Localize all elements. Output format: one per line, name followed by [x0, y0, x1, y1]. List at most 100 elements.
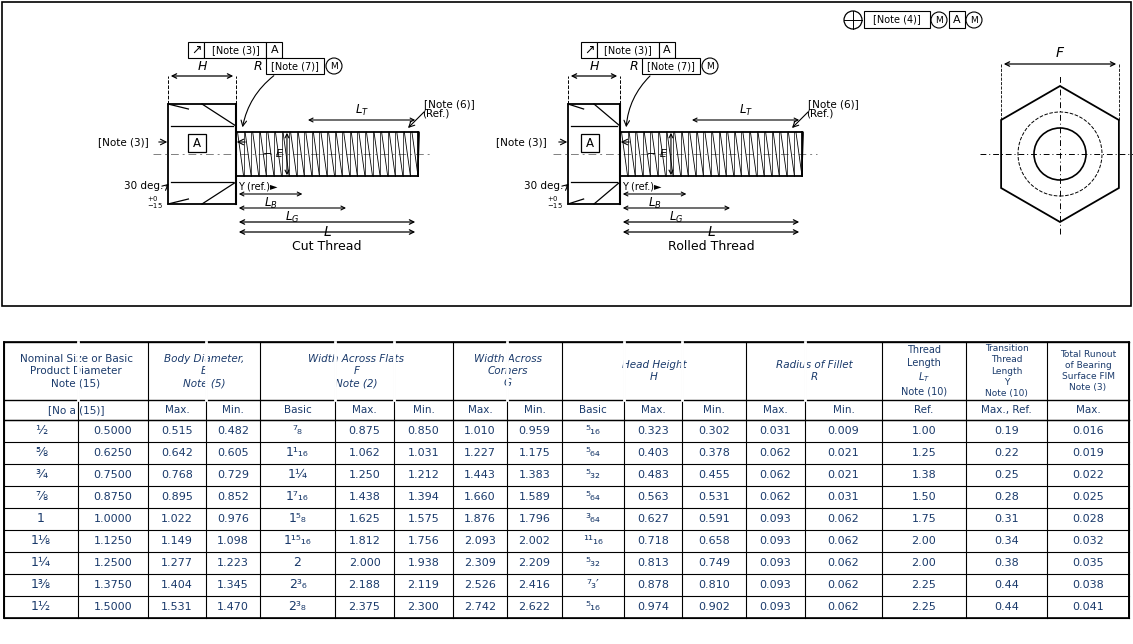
Text: Nominal Size or Basic
Product Diameter
Note (15): Nominal Size or Basic Product Diameter N…	[19, 354, 133, 388]
Text: 1.470: 1.470	[218, 602, 249, 612]
Text: 2.119: 2.119	[408, 580, 440, 590]
Text: 2: 2	[293, 556, 301, 569]
Text: F: F	[1056, 46, 1064, 60]
Text: 2.25: 2.25	[912, 580, 937, 590]
Text: ↗: ↗	[583, 44, 594, 57]
Text: Max.: Max.	[352, 405, 377, 415]
Text: − E: − E	[263, 149, 283, 159]
Text: H: H	[197, 60, 206, 73]
Text: 1.38: 1.38	[912, 470, 936, 480]
Text: 0.093: 0.093	[759, 558, 791, 568]
Text: 1⁵₈: 1⁵₈	[289, 513, 306, 526]
Text: Y (ref.)►: Y (ref.)►	[622, 181, 662, 191]
Text: 0.852: 0.852	[218, 492, 249, 502]
Text: Basic: Basic	[579, 405, 607, 415]
Text: ⅞: ⅞	[35, 491, 48, 504]
Text: 0.483: 0.483	[637, 470, 668, 480]
Polygon shape	[568, 104, 620, 204]
Text: 1.2500: 1.2500	[94, 558, 133, 568]
Text: 0.032: 0.032	[1072, 536, 1104, 546]
Text: 1.175: 1.175	[519, 448, 551, 458]
Text: Body Diameter,
E
Note (5): Body Diameter, E Note (5)	[164, 354, 244, 388]
Text: 0.531: 0.531	[698, 492, 730, 502]
Text: 2.002: 2.002	[519, 536, 551, 546]
Text: 2.375: 2.375	[349, 602, 381, 612]
Text: ⁵₃₂: ⁵₃₂	[586, 468, 600, 482]
Text: 1.438: 1.438	[349, 492, 381, 502]
Text: H: H	[589, 60, 598, 73]
Text: 0.062: 0.062	[827, 580, 859, 590]
Text: 2.309: 2.309	[465, 558, 496, 568]
Text: M: M	[970, 15, 978, 24]
Text: 0.093: 0.093	[759, 514, 791, 524]
Text: 0.482: 0.482	[218, 426, 249, 436]
Text: 1⁷₁₆: 1⁷₁₆	[287, 491, 309, 504]
Bar	[949, 11, 965, 28]
Text: 0.44: 0.44	[994, 602, 1019, 612]
Text: 0.729: 0.729	[218, 470, 249, 480]
Text: Thread
Length
$L_T$
Note (10): Thread Length $L_T$ Note (10)	[901, 345, 947, 397]
Text: [Note (6)]: [Note (6)]	[808, 99, 859, 109]
Text: Basic: Basic	[283, 405, 312, 415]
Text: 0.8750: 0.8750	[94, 492, 133, 502]
Text: 1.250: 1.250	[349, 470, 381, 480]
Text: 0.6250: 0.6250	[94, 448, 133, 458]
Text: $^{+0}_{-15}$: $^{+0}_{-15}$	[547, 194, 563, 211]
Text: 1¹₁₆: 1¹₁₆	[287, 446, 309, 460]
Text: 0.34: 0.34	[994, 536, 1019, 546]
Text: 1.589: 1.589	[519, 492, 551, 502]
Text: 0.035: 0.035	[1072, 558, 1104, 568]
Bar	[188, 42, 204, 58]
Text: Max.: Max.	[164, 405, 189, 415]
Text: 0.895: 0.895	[161, 492, 193, 502]
Text: Min.: Min.	[704, 405, 725, 415]
Text: Max.: Max.	[764, 405, 787, 415]
Text: $L_T$: $L_T$	[739, 103, 752, 118]
Bar	[5, 342, 1128, 618]
Text: 0.718: 0.718	[637, 536, 668, 546]
Text: Max.: Max.	[640, 405, 665, 415]
Text: ⁷₈: ⁷₈	[292, 424, 303, 437]
Text: 1.223: 1.223	[218, 558, 249, 568]
Text: ⁵₆₄: ⁵₆₄	[586, 446, 600, 460]
Text: ¹¹₁₆: ¹¹₁₆	[583, 535, 603, 547]
Text: 0.323: 0.323	[637, 426, 668, 436]
Text: Min.: Min.	[833, 405, 854, 415]
Text: $L_T$: $L_T$	[355, 103, 368, 118]
Text: R: R	[629, 59, 638, 73]
Text: 0.025: 0.025	[1072, 492, 1104, 502]
Text: 2.300: 2.300	[408, 602, 440, 612]
Text: ⁵₆₄: ⁵₆₄	[586, 491, 600, 504]
Text: $L_G$: $L_G$	[670, 210, 683, 225]
Text: ¾: ¾	[35, 468, 48, 482]
Text: 0.810: 0.810	[698, 580, 730, 590]
Text: ½: ½	[35, 424, 48, 437]
Text: 0.875: 0.875	[349, 426, 381, 436]
Text: 0.062: 0.062	[759, 492, 791, 502]
Text: 0.959: 0.959	[519, 426, 551, 436]
Text: 1.010: 1.010	[465, 426, 496, 436]
Text: 1.575: 1.575	[408, 514, 440, 524]
Text: 0.062: 0.062	[827, 558, 859, 568]
Text: 0.093: 0.093	[759, 580, 791, 590]
Text: 1.812: 1.812	[349, 536, 381, 546]
Text: 0.022: 0.022	[1072, 470, 1104, 480]
Bar	[188, 134, 206, 152]
Text: 1⅜: 1⅜	[31, 578, 51, 591]
Text: 0.038: 0.038	[1072, 580, 1104, 590]
Text: 0.455: 0.455	[698, 470, 730, 480]
Text: Max., Ref.: Max., Ref.	[981, 405, 1032, 415]
Text: 0.378: 0.378	[698, 448, 730, 458]
Text: 0.021: 0.021	[827, 448, 859, 458]
Bar	[642, 58, 700, 74]
Text: 0.627: 0.627	[637, 514, 668, 524]
Text: Max.: Max.	[1075, 405, 1100, 415]
Text: 0.5000: 0.5000	[94, 426, 133, 436]
Text: 2.209: 2.209	[519, 558, 551, 568]
Text: 0.062: 0.062	[827, 514, 859, 524]
Text: Max.: Max.	[468, 405, 493, 415]
Text: 0.563: 0.563	[637, 492, 668, 502]
Text: 0.38: 0.38	[994, 558, 1019, 568]
Polygon shape	[168, 104, 236, 204]
Text: 2.093: 2.093	[465, 536, 496, 546]
